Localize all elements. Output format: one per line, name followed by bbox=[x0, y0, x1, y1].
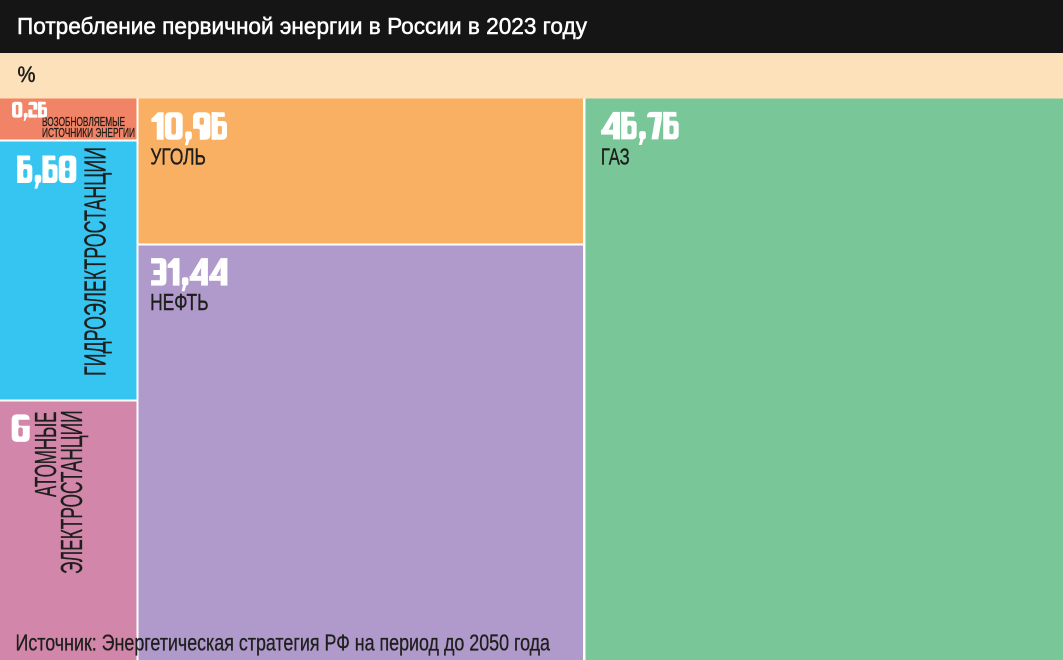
svg-text:Источник: Энергетическая страт: Источник: Энергетическая стратегия РФ на… bbox=[16, 630, 551, 656]
svg-text:НЕФТЬ: НЕФТЬ bbox=[150, 289, 209, 315]
svg-text:АТОМНЫЕ: АТОМНЫЕ bbox=[28, 412, 63, 498]
svg-text:ЭЛЕКТРОСТАНЦИИ: ЭЛЕКТРОСТАНЦИИ bbox=[54, 411, 89, 575]
svg-text:Потребление первичной энергии: Потребление первичной энергии в России в… bbox=[17, 13, 587, 39]
svg-text:УГОЛЬ: УГОЛЬ bbox=[150, 144, 206, 170]
svg-text:%: % bbox=[18, 62, 36, 87]
svg-text:ГАЗ: ГАЗ bbox=[601, 144, 630, 170]
svg-text:ИСТОЧНИКИ ЭНЕРГИИ: ИСТОЧНИКИ ЭНЕРГИИ bbox=[42, 126, 135, 140]
svg-text:ВОЗОБНОВЛЯЕМЫЕ: ВОЗОБНОВЛЯЕМЫЕ bbox=[42, 115, 125, 129]
svg-text:ГИДРОЭЛЕКТРОСТАНЦИИ: ГИДРОЭЛЕКТРОСТАНЦИИ bbox=[78, 147, 113, 376]
